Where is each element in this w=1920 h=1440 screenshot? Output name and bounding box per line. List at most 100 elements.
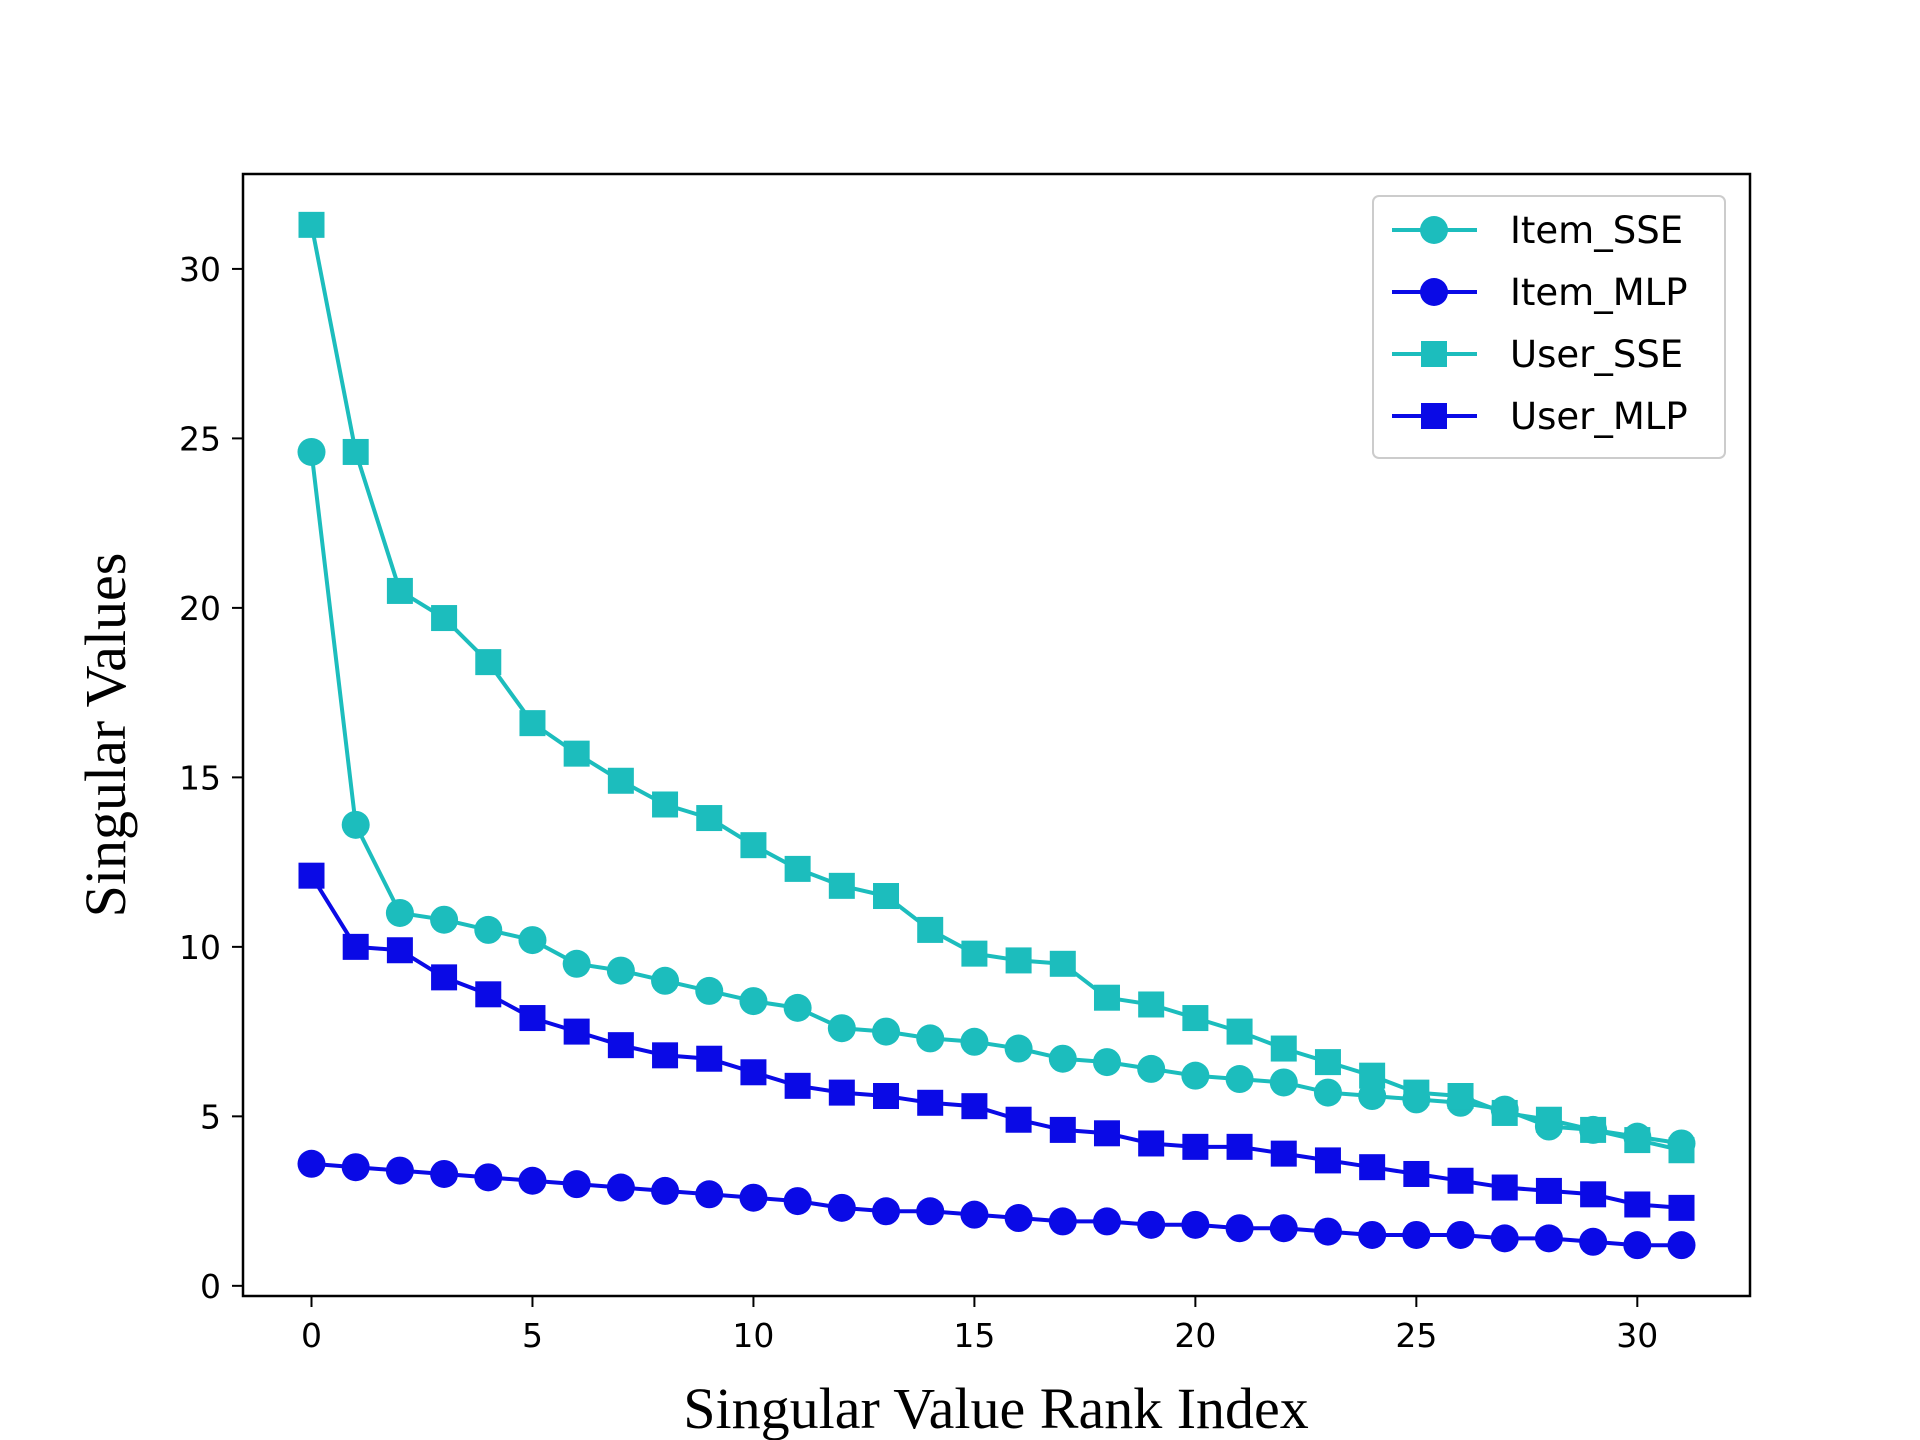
y-axis: 0 5 10 15 20 25 30 <box>179 250 243 1306</box>
data-point-user-mlp <box>519 1005 546 1032</box>
data-point-item-sse <box>1313 1078 1342 1107</box>
data-point-item-sse <box>1092 1048 1121 1077</box>
data-point-user-mlp <box>431 964 458 991</box>
legend-marker <box>1421 403 1447 429</box>
series-user-mlp <box>298 862 1695 1221</box>
data-point-item-mlp <box>1579 1227 1608 1256</box>
data-point-item-mlp <box>606 1173 635 1202</box>
data-point-user-mlp <box>386 937 413 964</box>
legend-label: Item_MLP <box>1510 271 1688 314</box>
legend-marker <box>1420 216 1448 244</box>
data-point-user-sse <box>1535 1106 1562 1133</box>
y-tick-label: 5 <box>200 1097 221 1136</box>
data-point-item-mlp <box>1446 1220 1475 1249</box>
data-point-item-mlp <box>1092 1207 1121 1236</box>
data-point-item-sse <box>1004 1034 1033 1063</box>
data-point-user-sse <box>1138 991 1165 1018</box>
data-point-user-mlp <box>1668 1194 1695 1221</box>
series-layer <box>297 211 1696 1260</box>
plot-frame <box>241 172 1752 1298</box>
data-point-item-mlp <box>1623 1231 1652 1260</box>
data-point-item-mlp <box>1490 1224 1519 1253</box>
data-point-user-sse <box>1005 947 1032 974</box>
data-point-user-sse <box>1314 1049 1341 1076</box>
data-point-item-sse <box>1358 1082 1387 1111</box>
data-point-item-mlp <box>872 1197 901 1226</box>
data-point-user-sse <box>342 438 369 465</box>
data-point-user-mlp <box>1624 1191 1651 1218</box>
data-point-item-mlp <box>1667 1231 1696 1260</box>
data-point-item-mlp <box>916 1197 945 1226</box>
data-point-user-mlp <box>1093 1120 1120 1147</box>
data-point-item-sse <box>562 949 591 978</box>
data-point-item-sse <box>916 1024 945 1053</box>
data-point-item-sse <box>651 966 680 995</box>
data-point-user-mlp <box>1314 1147 1341 1174</box>
data-point-item-sse <box>739 987 768 1016</box>
data-point-user-sse <box>1403 1079 1430 1106</box>
data-point-item-sse <box>1225 1065 1254 1094</box>
data-point-item-mlp <box>1137 1210 1166 1239</box>
data-point-item-sse <box>1048 1044 1077 1073</box>
data-point-item-mlp <box>1048 1207 1077 1236</box>
y-tick-label: 25 <box>179 419 221 458</box>
data-point-item-mlp <box>1269 1214 1298 1243</box>
data-point-item-mlp <box>960 1200 989 1229</box>
data-point-item-sse <box>341 810 370 839</box>
data-point-item-mlp <box>827 1193 856 1222</box>
data-point-item-mlp <box>518 1166 547 1195</box>
data-point-user-sse <box>1182 1005 1209 1032</box>
data-point-user-sse <box>298 211 325 238</box>
data-point-user-mlp <box>475 981 502 1008</box>
legend-item-user-mlp: User_MLP <box>1392 395 1688 438</box>
data-point-user-sse <box>607 767 634 794</box>
data-point-user-mlp <box>828 1079 855 1106</box>
legend-label: User_SSE <box>1510 333 1683 376</box>
data-point-item-sse <box>695 976 724 1005</box>
data-point-user-sse <box>828 872 855 899</box>
series-item-sse <box>297 437 1696 1158</box>
data-point-user-sse <box>1668 1137 1695 1164</box>
x-tick-label: 15 <box>953 1316 995 1355</box>
data-point-user-sse <box>431 605 458 632</box>
data-point-user-sse <box>652 791 679 818</box>
data-point-item-mlp <box>341 1153 370 1182</box>
data-point-item-sse <box>1181 1061 1210 1090</box>
data-point-user-mlp <box>563 1018 590 1045</box>
data-point-item-sse <box>606 956 635 985</box>
data-point-user-mlp <box>917 1089 944 1116</box>
data-point-user-sse <box>917 916 944 943</box>
data-point-user-sse <box>1447 1083 1474 1110</box>
data-point-user-mlp <box>1226 1133 1253 1160</box>
data-point-user-mlp <box>1447 1167 1474 1194</box>
legend-label: Item_SSE <box>1510 209 1683 252</box>
data-point-user-mlp <box>298 862 325 889</box>
x-axis: 0 5 10 15 20 25 30 <box>301 1296 1658 1355</box>
data-point-user-mlp <box>1580 1181 1607 1208</box>
data-point-user-mlp <box>652 1042 679 1069</box>
data-point-item-mlp <box>1181 1210 1210 1239</box>
data-point-user-sse <box>1491 1099 1518 1126</box>
data-point-user-mlp <box>1049 1116 1076 1143</box>
x-tick-label: 20 <box>1174 1316 1216 1355</box>
data-point-item-mlp <box>739 1183 768 1212</box>
data-point-item-mlp <box>1004 1204 1033 1233</box>
data-point-user-mlp <box>342 933 369 960</box>
legend-marker <box>1420 278 1448 306</box>
data-point-user-mlp <box>784 1072 811 1099</box>
data-point-item-sse <box>1137 1054 1166 1083</box>
data-point-user-mlp <box>1182 1133 1209 1160</box>
data-point-item-mlp <box>297 1149 326 1178</box>
y-tick-label: 20 <box>179 589 221 628</box>
x-axis-title: Singular Value Rank Index <box>683 1376 1309 1440</box>
data-point-item-sse <box>872 1017 901 1046</box>
x-tick-label: 10 <box>732 1316 774 1355</box>
data-point-user-sse <box>563 740 590 767</box>
data-point-user-mlp <box>1270 1140 1297 1167</box>
data-point-user-mlp <box>1138 1130 1165 1157</box>
data-point-item-mlp <box>385 1156 414 1185</box>
data-point-item-mlp <box>562 1170 591 1199</box>
x-tick-label: 25 <box>1395 1316 1437 1355</box>
data-point-user-sse <box>1580 1116 1607 1143</box>
data-point-user-sse <box>740 832 767 859</box>
